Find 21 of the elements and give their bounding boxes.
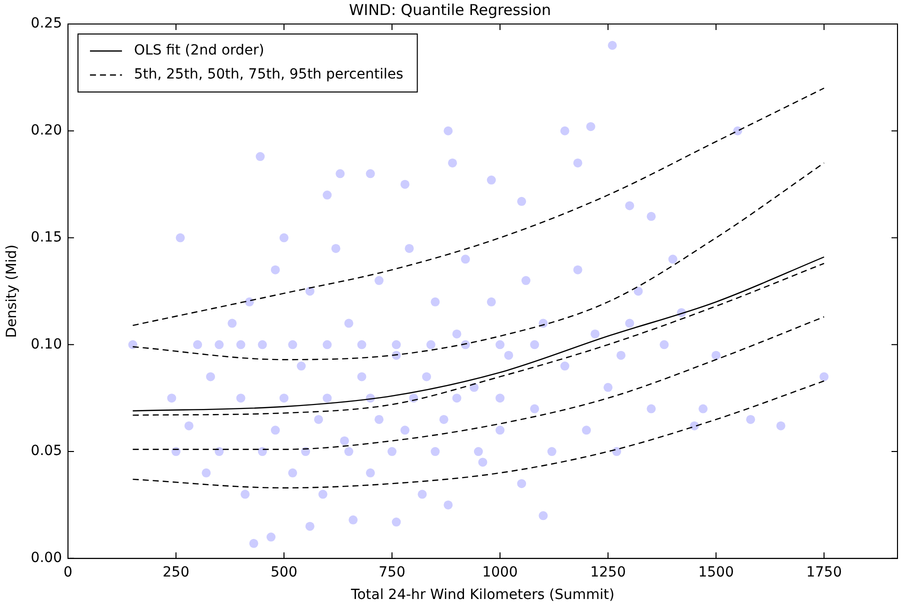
line-series — [132, 88, 825, 326]
y-tick-label: 0.00 — [30, 550, 62, 566]
x-tick-label: 750 — [378, 564, 406, 580]
x-axis-title: Total 24-hr Wind Kilometers (Summit) — [350, 587, 614, 604]
y-axis-title: Density (Mid) — [4, 244, 20, 338]
y-tick-label: 0.10 — [30, 336, 62, 352]
x-tick-label: 1000 — [482, 564, 518, 580]
y-tick-label: 0.25 — [30, 16, 62, 32]
x-tick-label: 1750 — [806, 564, 842, 580]
x-tick-label: 1500 — [698, 564, 734, 580]
x-tick-label: 250 — [162, 564, 190, 580]
chart-title: WIND: Quantile Regression — [348, 0, 552, 19]
x-tick-label: 0 — [64, 564, 72, 580]
legend-label: 5th, 25th, 50th, 75th, 95th percentiles — [134, 66, 404, 83]
legend-label: OLS fit (2nd order) — [134, 42, 264, 59]
y-tick-label: 0.20 — [30, 122, 62, 139]
x-tick-label: 500 — [270, 564, 298, 580]
y-tick-label: 0.15 — [30, 229, 62, 246]
line-series — [132, 316, 825, 450]
x-tick-label: 1250 — [590, 564, 626, 580]
y-tick-label: 0.05 — [30, 443, 62, 460]
